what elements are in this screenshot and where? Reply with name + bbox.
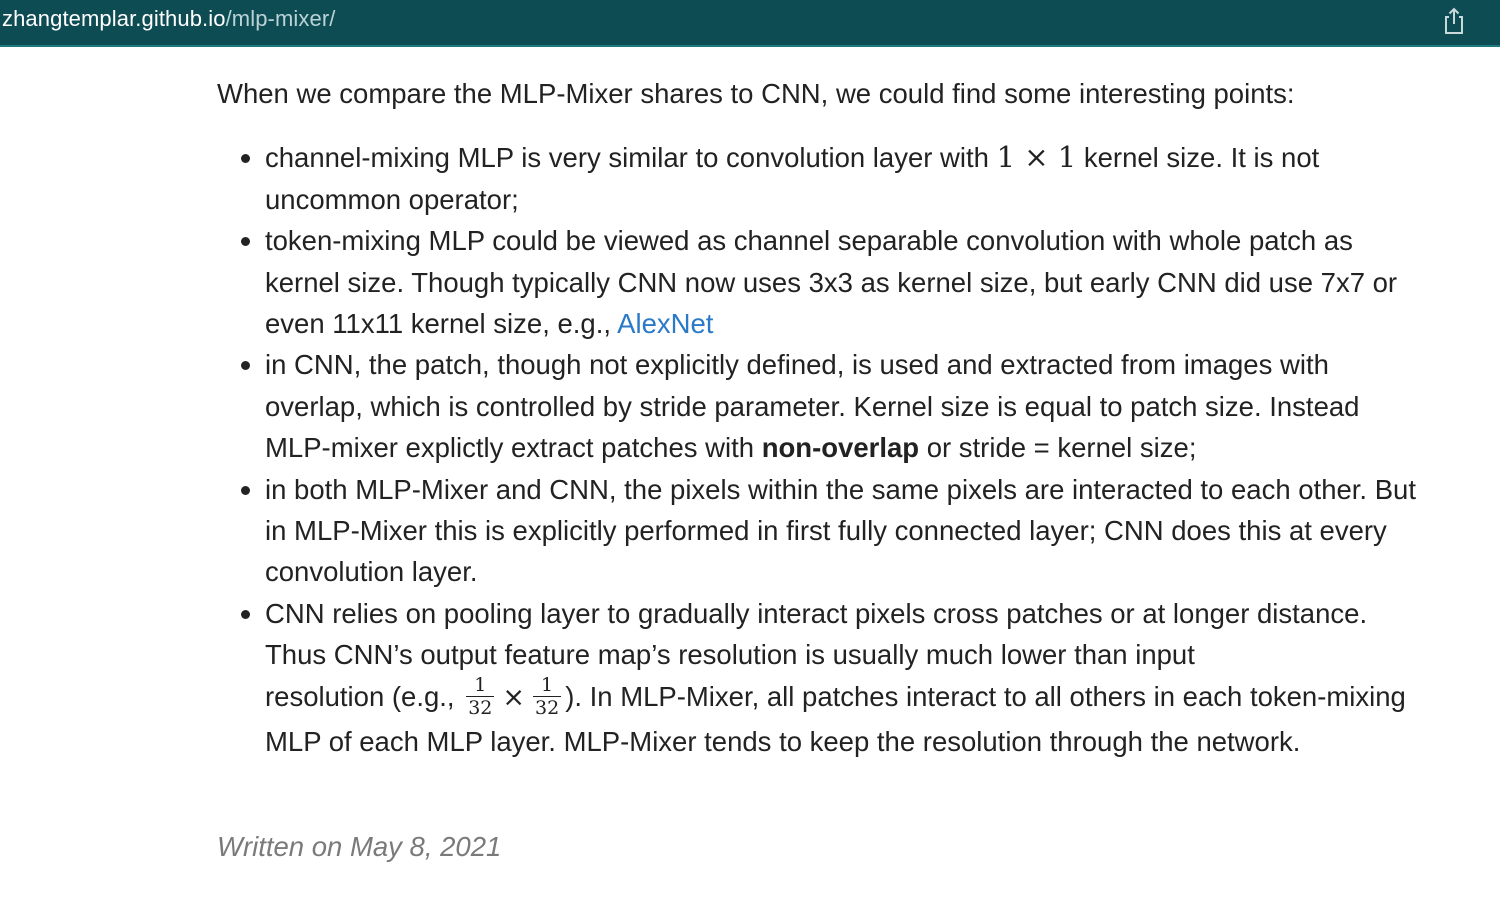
point-2-text: token-mixing MLP could be viewed as chan… [265, 225, 1398, 340]
list-item: in both MLP-Mixer and CNN, the pixels wi… [217, 469, 1417, 593]
points-list: channel-mixing MLP is very similar to co… [217, 137, 1417, 762]
bullet-icon [241, 361, 250, 371]
point-5-line-1: CNN relies on pooling layer to gradually… [265, 597, 1368, 671]
fraction-denominator: 32 [468, 696, 493, 719]
url-host: zhangtemplar.github.io [2, 6, 226, 31]
point-3-text-after: or stride = kernel size; [919, 432, 1197, 464]
share-icon[interactable] [1440, 6, 1468, 36]
point-4-text: in both MLP-Mixer and CNN, the pixels wi… [265, 473, 1416, 588]
bullet-icon [241, 609, 250, 619]
point-5-line-2-after: ). In MLP-Mixer, all patches interact to… [565, 680, 1243, 712]
point-3-bold: non-overlap [761, 432, 920, 464]
fraction-denominator: 32 [535, 696, 560, 719]
point-5-rest: token-mixing MLP of each MLP layer. MLP-… [265, 680, 1406, 757]
list-item: CNN relies on pooling layer to gradually… [217, 593, 1417, 762]
url-path: /mlp-mixer/ [225, 6, 336, 31]
intro-paragraph: When we compare the MLP-Mixer shares to … [217, 78, 1295, 109]
written-date: Written on May 8, 2021 [217, 831, 502, 862]
browser-address-bar[interactable]: zhangtemplar.github.io/mlp-mixer/ [0, 0, 1500, 47]
point-5-line-2: resolution (e.g., 1 32 × 1 32). In MLP-Mixer… [265, 674, 1243, 719]
alexnet-link[interactable]: AlexNet [617, 308, 714, 340]
list-item: channel-mixing MLP is very similar to co… [217, 137, 1417, 220]
list-item: token-mixing MLP could be viewed as chan… [217, 220, 1417, 344]
point-5-line-2-before: resolution (e.g., [265, 680, 463, 712]
point-3-text-before: in CNN, the patch, though not explicitly… [265, 349, 1360, 464]
url-text[interactable]: zhangtemplar.github.io/mlp-mixer/ [2, 6, 335, 32]
fraction-one-thirty-second: 1 32 [533, 674, 562, 719]
bullet-icon [241, 154, 250, 164]
fraction-one-thirty-second: 1 32 [466, 674, 495, 719]
bullet-icon [241, 485, 250, 495]
fraction-numerator: 1 [466, 674, 495, 697]
fraction-numerator: 1 [533, 674, 562, 697]
point-1-text-before: channel-mixing MLP is very similar to co… [265, 142, 997, 174]
list-item: in CNN, the patch, though not explicitly… [217, 344, 1417, 468]
bullet-icon [241, 237, 250, 247]
math-1x1: 1 × 1 [996, 140, 1077, 175]
point-1-text-after: kernel size. It is not uncommon operator… [265, 142, 1320, 215]
article-body: When we compare the MLP-Mixer shares to … [217, 73, 1417, 762]
times-sign: × [502, 681, 525, 713]
